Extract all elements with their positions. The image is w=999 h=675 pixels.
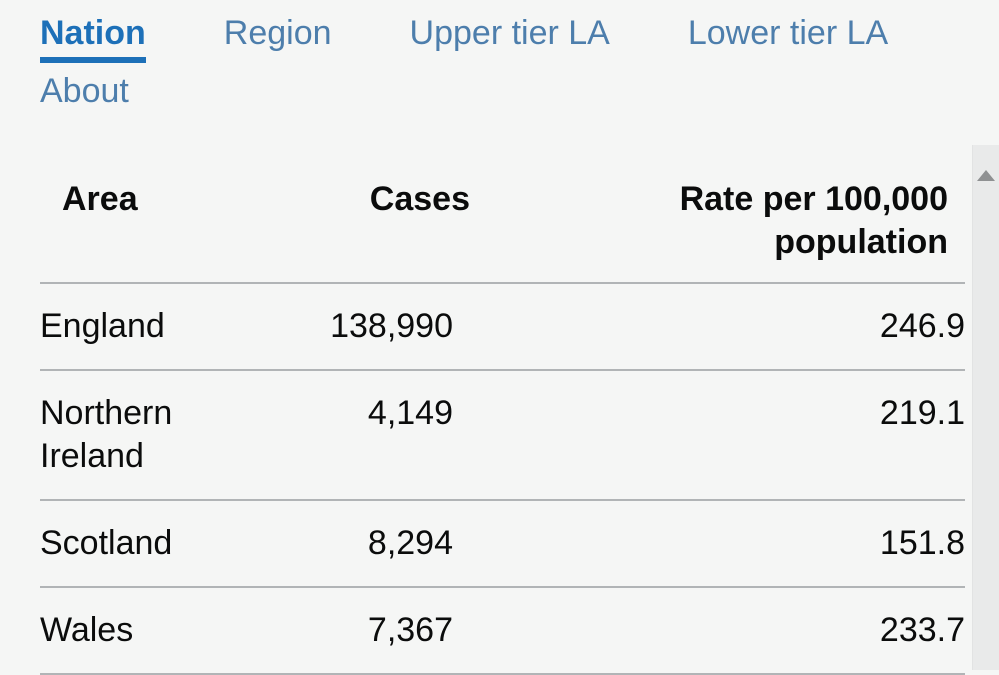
table-row: England 138,990 246.9 (40, 283, 965, 371)
table-row: Scotland 8,294 151.8 (40, 500, 965, 588)
tab-upper-tier-la[interactable]: Upper tier LA (409, 14, 610, 52)
col-header-rate: Rate per 100,000 population (470, 178, 965, 284)
tab-nation[interactable]: Nation (40, 13, 146, 63)
cases-cell: 138,990 (240, 283, 470, 371)
rate-cell: 151.8 (470, 500, 965, 588)
col-header-area: Area (40, 178, 240, 284)
area-type-tabs: Nation Region Upper tier LA Lower tier L… (0, 0, 999, 121)
rate-cell: 233.7 (470, 587, 965, 675)
scroll-up-arrow-icon[interactable] (977, 170, 995, 181)
cases-cell: 4,149 (240, 370, 470, 501)
table-header-row: Area Cases Rate per 100,000 population (40, 178, 965, 284)
vertical-scrollbar[interactable] (972, 145, 999, 670)
nation-table-container[interactable]: Area Cases Rate per 100,000 population E… (40, 178, 965, 675)
tab-about[interactable]: About (40, 72, 129, 110)
cases-cell: 8,294 (240, 500, 470, 588)
rate-cell: 219.1 (470, 370, 965, 501)
area-cell: England (40, 283, 240, 371)
table-row: Wales 7,367 233.7 (40, 587, 965, 675)
col-header-rate-label: Rate per 100,000 population (679, 180, 948, 261)
area-cell: Northern Ireland (40, 370, 240, 501)
col-header-cases: Cases (240, 178, 470, 284)
area-cell: Scotland (40, 500, 240, 588)
tab-lower-tier-la[interactable]: Lower tier LA (687, 14, 889, 52)
tab-region[interactable]: Region (223, 14, 332, 52)
cases-cell: 7,367 (240, 587, 470, 675)
nation-cases-table: Area Cases Rate per 100,000 population E… (40, 178, 965, 675)
area-cell: Wales (40, 587, 240, 675)
table-row: Northern Ireland 4,149 219.1 (40, 370, 965, 501)
rate-cell: 246.9 (470, 283, 965, 371)
